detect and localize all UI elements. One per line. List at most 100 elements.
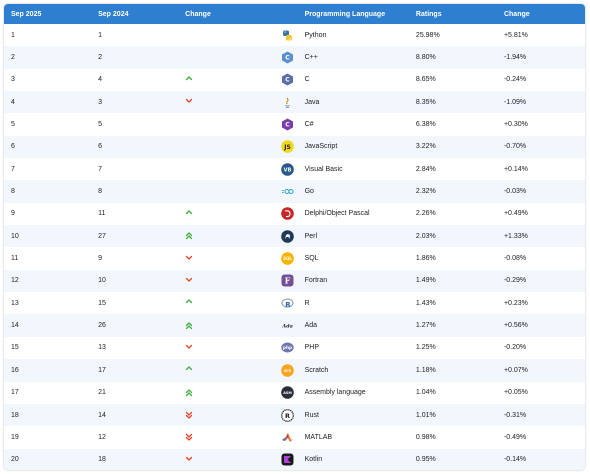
table-row[interactable]: 17 21 ASM Assembly language 1.04% +0.05% bbox=[4, 381, 585, 404]
rank-change-cell bbox=[185, 314, 270, 336]
rank-2025: 10 bbox=[11, 232, 19, 240]
table-row[interactable]: 20 18 Kotlin 0.95% -0.14% bbox=[4, 448, 585, 470]
language-name: Go bbox=[304, 188, 314, 196]
language-name: Python bbox=[304, 31, 327, 39]
svg-text:php: php bbox=[283, 346, 292, 352]
language-logo-cell: C bbox=[270, 46, 304, 68]
table-row[interactable]: 9 11 Delphi/Object Pascal 2.26% +0.49% bbox=[4, 202, 585, 226]
table-row[interactable]: 6 6 JS JavaScript 3.22% -0.70% bbox=[4, 135, 585, 159]
table-row[interactable]: 2 2 C C++ 8.80% -1.94% bbox=[4, 46, 585, 69]
rank-change-cell bbox=[185, 382, 270, 404]
table-row[interactable]: 5 5 C C# 6.38% +0.30% bbox=[4, 113, 585, 136]
rank-2024: 17 bbox=[98, 366, 106, 374]
rank-2024: 11 bbox=[98, 210, 106, 218]
python-logo-icon bbox=[281, 29, 294, 42]
rank-2025: 11 bbox=[11, 255, 19, 263]
rank-2025: 9 bbox=[11, 210, 15, 218]
table-row[interactable]: 13 15 R R 1.43% +0.23% bbox=[4, 292, 585, 315]
language-logo-cell: VB bbox=[270, 158, 304, 180]
rank-2024: 3 bbox=[98, 98, 103, 106]
rating-value: 2.26% bbox=[415, 210, 436, 218]
header-change-rating[interactable]: Change bbox=[503, 4, 585, 24]
table-row[interactable]: 4 3 Java 8.35% -1.09% bbox=[4, 91, 585, 114]
rank-2025: 7 bbox=[11, 165, 15, 173]
language-logo-cell bbox=[270, 203, 304, 225]
table-row[interactable]: 14 26 Ada Ada 1.27% +0.56% bbox=[4, 314, 585, 337]
rating-change: -0.20% bbox=[503, 344, 527, 352]
rank-2025: 6 bbox=[11, 143, 15, 151]
kotlin-logo-icon bbox=[281, 453, 294, 466]
no-change-indicator bbox=[185, 52, 193, 62]
table-row[interactable]: 12 10 F Fortran 1.49% -0.29% bbox=[4, 269, 585, 293]
language-name: Rust bbox=[304, 411, 319, 419]
rating-value: 8.35% bbox=[415, 98, 436, 106]
language-logo-cell bbox=[270, 449, 304, 470]
svg-text:JS: JS bbox=[283, 144, 291, 151]
language-name: Visual Basic bbox=[304, 165, 343, 173]
chevron-up-icon bbox=[185, 74, 193, 84]
rating-change: -0.24% bbox=[503, 76, 527, 84]
table-row[interactable]: 19 12 MATLAB 0.98% -0.49% bbox=[4, 426, 585, 449]
language-logo-cell bbox=[270, 24, 304, 46]
svg-text:C: C bbox=[285, 55, 290, 62]
rank-change-cell bbox=[185, 225, 270, 247]
table-row[interactable]: 11 9 SQL SQL 1.86% -0.08% bbox=[4, 247, 585, 270]
header-programming-language[interactable]: Programming Language bbox=[304, 4, 416, 24]
language-name: JavaScript bbox=[304, 143, 338, 151]
rating-change: -0.49% bbox=[503, 433, 527, 441]
header-sep-2025[interactable]: Sep 2025 bbox=[4, 4, 99, 24]
double-chevron-up-icon bbox=[185, 387, 193, 397]
rank-change-cell bbox=[185, 247, 270, 269]
rank-2024: 13 bbox=[98, 344, 106, 352]
table-row[interactable]: 16 17 SCR Scratch 1.18% +0.07% bbox=[4, 359, 585, 382]
table-row[interactable]: 8 8 Go 2.32% -0.03% bbox=[4, 180, 585, 203]
table-row[interactable]: 18 14 R Rust 1.01% -0.31% bbox=[4, 403, 585, 427]
rank-change-cell bbox=[185, 270, 270, 292]
language-logo-cell: R bbox=[270, 292, 304, 314]
double-chevron-up-icon bbox=[185, 230, 193, 240]
header-row: Sep 2025 Sep 2024 Change Programming Lan… bbox=[4, 4, 585, 24]
table-body: 1 1 Python 25.98% +5.81% 2 2 C C++ 8.80% -1.94% 3 4 C… bbox=[4, 24, 585, 470]
rank-2025: 19 bbox=[11, 433, 19, 441]
table-row[interactable]: 10 27 Perl 2.03% +1.33% bbox=[4, 225, 585, 248]
rating-change: +0.23% bbox=[503, 299, 528, 307]
rating-change: -1.09% bbox=[503, 98, 527, 106]
rank-2025: 17 bbox=[11, 389, 19, 397]
rating-value: 8.80% bbox=[415, 54, 436, 62]
language-name: Kotlin bbox=[304, 456, 323, 464]
r-logo-icon: R bbox=[281, 297, 294, 310]
table-row[interactable]: 7 7 VB Visual Basic 2.84% +0.14% bbox=[4, 158, 585, 181]
rank-2025: 5 bbox=[11, 121, 15, 129]
c-logo-icon: C bbox=[281, 73, 294, 86]
header-sep-2024[interactable]: Sep 2024 bbox=[98, 4, 186, 24]
language-logo-cell: R bbox=[270, 404, 304, 426]
rank-2024: 12 bbox=[98, 433, 106, 441]
rating-value: 8.65% bbox=[415, 76, 436, 84]
no-change-indicator bbox=[185, 186, 193, 196]
rank-change-cell bbox=[185, 69, 270, 91]
no-change-indicator bbox=[185, 119, 193, 129]
no-change-indicator bbox=[185, 29, 193, 39]
rank-2024: 14 bbox=[98, 411, 106, 419]
rating-change: +0.05% bbox=[503, 389, 528, 397]
rank-2025: 20 bbox=[11, 456, 19, 464]
header-ratings[interactable]: Ratings bbox=[415, 4, 504, 24]
rating-value: 1.25% bbox=[415, 344, 436, 352]
header-change-rank[interactable]: Change bbox=[185, 4, 271, 24]
no-change-indicator bbox=[185, 141, 193, 151]
language-name: Java bbox=[304, 98, 320, 106]
java-logo-icon bbox=[281, 96, 294, 109]
rating-value: 2.03% bbox=[415, 232, 436, 240]
table-row[interactable]: 15 13 php PHP 1.25% -0.20% bbox=[4, 336, 585, 360]
no-change-indicator bbox=[185, 163, 193, 173]
table-row[interactable]: 1 1 Python 25.98% +5.81% bbox=[4, 24, 585, 47]
table-row[interactable]: 3 4 C C 8.65% -0.24% bbox=[4, 68, 585, 92]
rank-2024: 21 bbox=[98, 389, 106, 397]
rank-change-cell bbox=[185, 113, 270, 135]
svg-text:C: C bbox=[285, 77, 290, 84]
rating-change: -0.29% bbox=[503, 277, 527, 285]
svg-text:SCR: SCR bbox=[284, 369, 292, 373]
language-logo-cell: SQL bbox=[270, 247, 304, 269]
rating-change: +0.56% bbox=[503, 322, 528, 330]
rating-value: 25.98% bbox=[415, 31, 440, 39]
